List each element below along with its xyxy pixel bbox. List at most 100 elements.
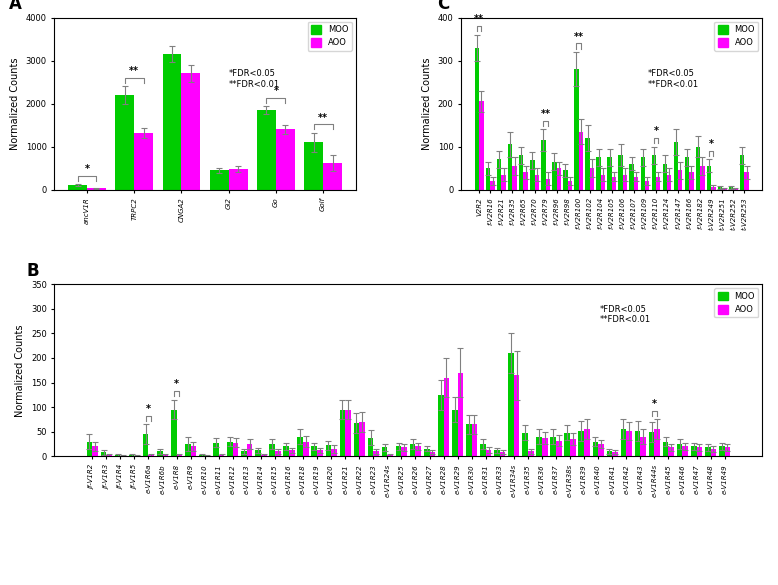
Bar [608,157,612,190]
Bar [269,444,275,456]
Bar [163,54,181,190]
Bar [387,455,393,456]
Text: *: * [652,399,657,409]
Bar [689,173,693,190]
Bar [210,170,229,190]
Text: *FDR<0.05
**FDR<0.01: *FDR<0.05 **FDR<0.01 [648,69,699,88]
Bar [705,448,710,456]
Bar [568,181,572,190]
Bar [564,433,570,456]
Text: *: * [174,380,179,390]
Bar [261,455,267,456]
Bar [86,442,93,456]
Bar [485,450,492,456]
Bar [229,169,247,190]
Bar [157,452,163,456]
Bar [719,446,724,456]
Bar [373,452,379,456]
Bar [479,101,484,190]
Text: *: * [146,404,151,414]
Bar [663,164,667,190]
Bar [585,138,590,190]
Bar [345,410,351,456]
Bar [457,373,463,456]
Bar [401,448,407,456]
Bar [443,378,449,456]
Bar [584,429,590,456]
Text: B: B [26,261,39,280]
Bar [107,455,112,456]
Bar [490,181,495,190]
Bar [682,446,688,456]
Bar [255,450,261,456]
Text: *FDR<0.05
**FDR<0.01: *FDR<0.05 **FDR<0.01 [230,69,280,88]
Y-axis label: Normalized Counts: Normalized Counts [10,57,20,150]
Bar [711,187,716,190]
Bar [612,452,618,456]
Bar [508,144,513,190]
Bar [552,161,556,190]
Bar [331,449,337,456]
Bar [654,429,660,456]
Bar [429,452,435,456]
Bar [289,450,295,456]
Bar [471,424,478,456]
Bar [241,452,247,456]
Bar [590,168,594,190]
Bar [317,450,323,456]
Bar [649,432,654,456]
Bar [534,174,539,190]
Text: C: C [437,0,450,13]
Bar [645,181,650,190]
Bar [283,446,289,456]
Bar [354,423,359,456]
Bar [219,455,224,456]
Bar [601,174,605,190]
Bar [276,129,295,190]
Bar [541,140,545,190]
Bar [480,444,485,456]
Bar [181,74,201,190]
Bar [542,438,548,456]
Text: **: ** [541,109,551,119]
Bar [640,157,645,190]
Bar [623,174,627,190]
Bar [656,177,661,190]
Bar [635,431,640,456]
Bar [530,160,534,190]
Bar [87,188,106,190]
Bar [607,452,612,456]
Y-axis label: Normalized Counts: Normalized Counts [16,324,26,417]
Bar [129,455,135,456]
Bar [163,455,168,456]
Bar [368,438,373,456]
Bar [574,69,579,190]
Bar [563,170,568,190]
Text: A: A [9,0,22,13]
Y-axis label: Normalized Counts: Normalized Counts [422,57,432,150]
Bar [424,449,429,456]
Bar [519,155,524,190]
Text: **: ** [129,66,139,76]
Bar [68,185,87,190]
Bar [359,422,365,456]
Bar [612,177,616,190]
Legend: MOO, AOO: MOO, AOO [714,22,759,51]
Bar [700,166,705,190]
Bar [536,436,542,456]
Bar [513,166,517,190]
Bar [745,173,748,190]
Bar [593,442,598,456]
Bar [323,163,342,190]
Bar [501,174,506,190]
Text: **: ** [573,32,584,42]
Bar [438,395,443,456]
Bar [619,155,623,190]
Bar [185,444,191,456]
Text: *: * [709,139,713,149]
Bar [678,170,682,190]
Bar [626,431,632,456]
Bar [528,452,534,456]
Text: *: * [85,164,89,174]
Bar [734,189,738,190]
